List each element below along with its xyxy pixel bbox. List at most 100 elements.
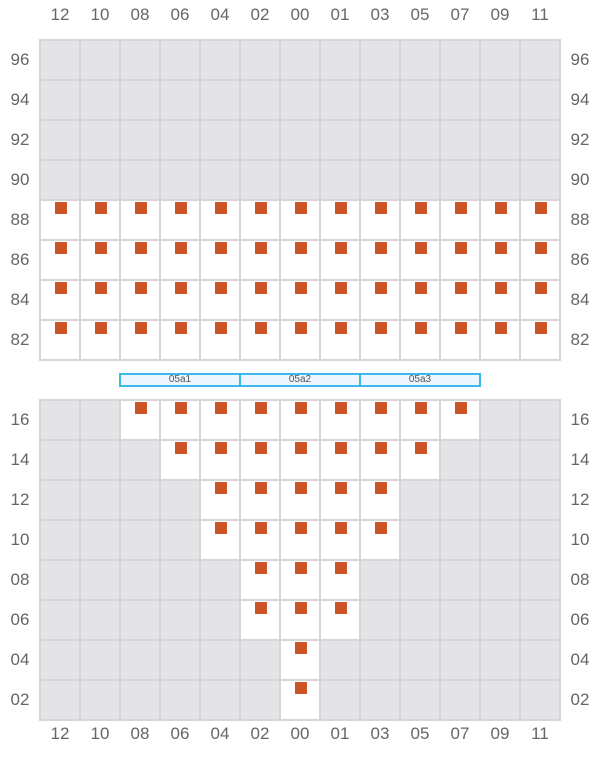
grid-cell[interactable]: [121, 321, 159, 359]
grid-cell: [81, 81, 119, 119]
grid-cell[interactable]: [81, 241, 119, 279]
grid-cell[interactable]: [321, 481, 359, 519]
grid-cell[interactable]: [521, 281, 559, 319]
grid-cell[interactable]: [481, 281, 519, 319]
grid-cell[interactable]: [241, 241, 279, 279]
grid-cell[interactable]: [401, 321, 439, 359]
grid-cell[interactable]: [361, 521, 399, 559]
grid-cell[interactable]: [121, 241, 159, 279]
grid-cell[interactable]: [521, 321, 559, 359]
grid-cell[interactable]: [281, 561, 319, 599]
grid-cell[interactable]: [241, 521, 279, 559]
grid-cell[interactable]: [241, 441, 279, 479]
grid-cell[interactable]: [361, 481, 399, 519]
grid-cell: [201, 161, 239, 199]
grid-cell[interactable]: [81, 201, 119, 239]
grid-cell[interactable]: [281, 241, 319, 279]
bank-05a3[interactable]: 05a3: [359, 373, 481, 387]
grid-cell[interactable]: [321, 401, 359, 439]
grid-cell[interactable]: [201, 441, 239, 479]
grid-cell[interactable]: [361, 321, 399, 359]
grid-cell[interactable]: [41, 201, 79, 239]
grid-cell[interactable]: [441, 201, 479, 239]
grid-cell: [41, 161, 79, 199]
grid-cell[interactable]: [441, 281, 479, 319]
grid-cell[interactable]: [201, 401, 239, 439]
grid-cell[interactable]: [201, 521, 239, 559]
grid-cell[interactable]: [41, 281, 79, 319]
grid-cell[interactable]: [201, 321, 239, 359]
row-label-left: 84: [10, 290, 30, 309]
grid-cell[interactable]: [281, 401, 319, 439]
grid-cell[interactable]: [161, 401, 199, 439]
grid-cell[interactable]: [81, 321, 119, 359]
grid-cell: [241, 121, 279, 159]
bank-05a2[interactable]: 05a2: [239, 373, 361, 387]
grid-cell[interactable]: [201, 241, 239, 279]
bank-05a1[interactable]: 05a1: [119, 373, 241, 387]
grid-cell[interactable]: [161, 281, 199, 319]
grid-cell[interactable]: [321, 521, 359, 559]
grid-cell[interactable]: [481, 201, 519, 239]
grid-cell[interactable]: [281, 441, 319, 479]
grid-cell[interactable]: [441, 401, 479, 439]
grid-cell[interactable]: [281, 601, 319, 639]
grid-cell[interactable]: [201, 281, 239, 319]
grid-cell[interactable]: [41, 241, 79, 279]
grid-cell[interactable]: [481, 241, 519, 279]
grid-cell[interactable]: [241, 401, 279, 439]
grid-cell[interactable]: [401, 441, 439, 479]
grid-cell[interactable]: [521, 201, 559, 239]
grid-cell: [401, 681, 439, 719]
grid-cell[interactable]: [481, 321, 519, 359]
grid-cell[interactable]: [81, 281, 119, 319]
grid-cell[interactable]: [401, 281, 439, 319]
grid-cell[interactable]: [281, 201, 319, 239]
grid-cell[interactable]: [401, 401, 439, 439]
grid-cell[interactable]: [401, 241, 439, 279]
grid-cell[interactable]: [321, 201, 359, 239]
grid-cell[interactable]: [201, 481, 239, 519]
grid-cell: [481, 401, 519, 439]
grid-cell[interactable]: [361, 441, 399, 479]
grid-cell[interactable]: [361, 281, 399, 319]
grid-cell[interactable]: [361, 241, 399, 279]
grid-cell[interactable]: [441, 241, 479, 279]
grid-cell[interactable]: [161, 321, 199, 359]
grid-cell[interactable]: [121, 281, 159, 319]
grid-cell[interactable]: [321, 561, 359, 599]
grid-cell[interactable]: [321, 601, 359, 639]
grid-cell[interactable]: [361, 201, 399, 239]
grid-cell[interactable]: [281, 681, 319, 719]
column-label: 12: [50, 5, 70, 24]
grid-cell[interactable]: [281, 481, 319, 519]
grid-cell[interactable]: [441, 321, 479, 359]
grid-cell[interactable]: [241, 201, 279, 239]
grid-cell[interactable]: [281, 321, 319, 359]
grid-cell[interactable]: [121, 401, 159, 439]
grid-cell[interactable]: [41, 321, 79, 359]
grid-cell: [481, 601, 519, 639]
grid-cell[interactable]: [241, 481, 279, 519]
grid-cell[interactable]: [201, 201, 239, 239]
grid-cell[interactable]: [401, 201, 439, 239]
grid-cell[interactable]: [321, 281, 359, 319]
grid-cell[interactable]: [281, 641, 319, 679]
grid-cell[interactable]: [161, 441, 199, 479]
grid-cell[interactable]: [241, 601, 279, 639]
seat-marker: [335, 522, 347, 534]
grid-cell[interactable]: [281, 281, 319, 319]
grid-cell[interactable]: [361, 401, 399, 439]
grid-cell[interactable]: [321, 241, 359, 279]
grid-cell[interactable]: [241, 321, 279, 359]
grid-cell[interactable]: [161, 201, 199, 239]
grid-cell[interactable]: [121, 201, 159, 239]
grid-cell[interactable]: [321, 321, 359, 359]
grid-cell[interactable]: [241, 281, 279, 319]
grid-cell[interactable]: [321, 441, 359, 479]
grid-cell[interactable]: [521, 241, 559, 279]
grid-cell[interactable]: [281, 521, 319, 559]
grid-cell[interactable]: [161, 241, 199, 279]
grid-cell: [321, 641, 359, 679]
grid-cell[interactable]: [241, 561, 279, 599]
